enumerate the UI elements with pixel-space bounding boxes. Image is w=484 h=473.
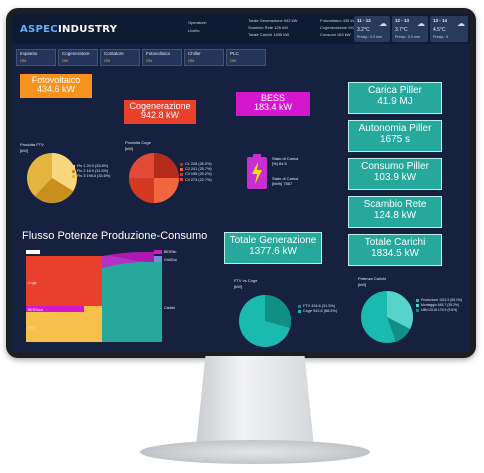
cloud-icon: ☁ [457,19,465,28]
kpi-scambio-rete: Scambio Rete 125 kW [248,25,288,30]
flow-left-label: BESSout [28,308,43,312]
cloud-icon: ☁ [379,19,387,28]
status-plc[interactable]: PLC ON [226,49,266,66]
potenza-carichi-title: Potenza Carichi [358,276,387,281]
autonomia-piller-card[interactable]: Autonomia Piller 1675 s [348,120,442,152]
kpi-tot-carichi: Totale Carichi 1835 kW [248,32,290,37]
kpi-tot-generazione: Totale Generazione 942 kW [248,18,298,23]
prodotta-ftv-pie [27,153,77,203]
bess-title: BESS [260,93,285,103]
fotovoltaico-title: Fotovoltaico [31,75,81,85]
status-impianto[interactable]: Impianto ON [16,49,56,66]
scambio-rete-card[interactable]: Scambio Rete 124.8 kW [348,196,442,228]
monitor-stand-foot [140,440,370,464]
prodotta-coge-legend: C1 228 (26.0%) C2 241 (25.7%) C3 195 (25… [180,162,212,183]
battery-icon [247,154,267,189]
prodotta-ftv-unit: [kW] [20,148,28,153]
ftv-vs-coge-title: FTV vs Coge [234,278,258,283]
flow-left-label: FTV [28,326,35,330]
fotovoltaico-card[interactable]: Fotovoltaico 434.6 kW [20,74,92,98]
monitor-stand-neck [196,356,314,446]
status-contatore[interactable]: Contatore ON [100,49,140,66]
flow-right-label: GridOut [164,258,177,262]
weather-slot-1: 11 - 12 ☁ 3.2°C Precip.: 0.0 mm [354,16,390,42]
cogenerazione-title: Cogenerazione [129,101,191,111]
flow-right-label: BESSin [164,250,177,254]
header-bar: ASPECINDUSTRY Operatore: Livello: Totale… [12,14,470,44]
prodotta-ftv-title: Prodotta FTV [20,142,44,147]
weather-slot-2: 12 - 13 ☁ 3.7°C Precip.: 0.0 mm [392,16,428,42]
weather-slot-3: 13 - 14 ☁ 4.5°C Precip.: 0 [430,16,468,42]
potenza-carichi-pie [361,291,413,343]
consumo-piller-card[interactable]: Consumo Piller 103.9 kW [348,158,442,190]
monitor-bezel: ASPECINDUSTRY Operatore: Livello: Totale… [6,8,476,358]
mode-label: Livello: [188,28,201,33]
prodotta-coge-unit: [kW] [125,146,133,151]
bess-energy: Stato di Carica [kWh] 7567 [272,176,299,186]
ftv-vs-coge-unit: [kW] [234,284,242,289]
cogenerazione-card[interactable]: Cogenerazione 942.8 kW [124,100,196,124]
potenza-carichi-unit: [kW] [358,282,366,287]
flow-left-label: Cogen [28,250,39,254]
operator-label: Operatore: [188,20,208,25]
bess-card[interactable]: BESS 183.4 kW [236,92,310,116]
prodotta-ftv-legend: Ftv 1 20.0 (33.8%) Ftv 2 18.9 (31.6%) Ft… [72,164,110,180]
ftv-vs-coge-legend: FTV 434.6 (31.5%) Coge 942.8 (68.5%) [298,304,337,314]
status-cogeneratore[interactable]: Cogeneratore ON [58,49,98,66]
prodotta-coge-pie [129,153,179,203]
totale-generazione-card[interactable]: Totale Generazione 1377.6 kW [224,232,322,264]
status-chiller[interactable]: Chiller ON [184,49,224,66]
flow-right-label: Carichi [164,306,176,310]
kpi-fotovoltaico: Fotovoltaico 435 kW [320,18,356,23]
fotovoltaico-value: 434.6 kW [36,84,76,95]
totale-carichi-card[interactable]: Totale Carichi 1834.5 kW [348,234,442,266]
carica-piller-card[interactable]: Carica Piller 41.9 MJ [348,82,442,114]
ftv-vs-coge-pie [239,295,291,347]
bess-value: 183.4 kW [253,102,293,113]
cogenerazione-value: 942.8 kW [140,110,180,121]
app-logo[interactable]: ASPECINDUSTRY [20,24,118,35]
status-fotovoltaico[interactable]: Fotovoltaico ON [142,49,182,66]
dashboard-screen: ASPECINDUSTRY Operatore: Livello: Totale… [12,14,470,352]
flow-sankey [26,250,162,342]
kpi-consumi: Consumi 183 kW [320,32,351,37]
cloud-icon: ☁ [417,19,425,28]
potenza-carichi-legend: Produzione 1011.9 (55.1%) Montaggio 645.… [416,298,462,314]
flow-title: Flusso Potenze Produzione-Consumo [22,230,208,242]
flow-left-label: Coge [28,281,37,285]
bess-soc: Stato di Carica [%] 84.5 [272,156,299,166]
prodotta-coge-title: Prodotta Coge [125,140,151,145]
